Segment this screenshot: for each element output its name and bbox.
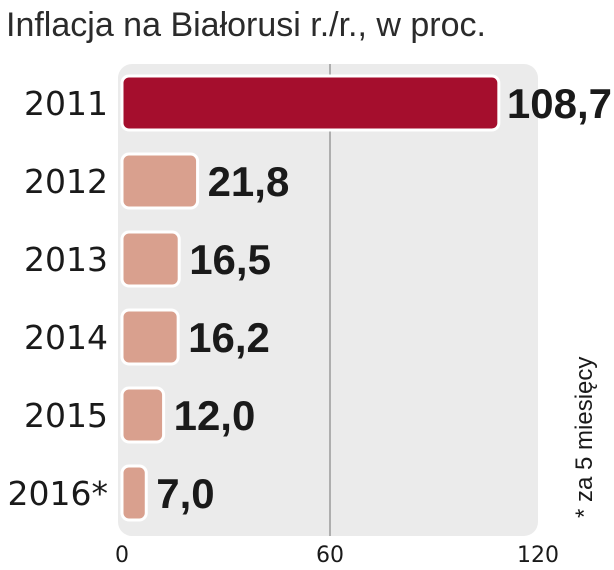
value-label: 12,0: [174, 392, 256, 439]
x-tick-label: 0: [115, 543, 129, 568]
bars-group: [120, 74, 501, 522]
bar-2011: [120, 74, 501, 132]
bar-2015: [120, 386, 166, 444]
category-label: 2015: [24, 396, 108, 435]
plot-background: [118, 64, 538, 536]
category-label: 2016*: [8, 474, 108, 513]
x-axis-ticks: 0 60 120: [115, 543, 559, 568]
x-tick-label: 120: [517, 543, 559, 568]
value-labels: 108,7 21,8 16,5 16,2 12,0 7,0: [156, 80, 612, 517]
footnote: * za 5 miesięcy: [571, 357, 598, 518]
category-label: 2011: [24, 84, 108, 123]
x-tick-label: 60: [316, 543, 344, 568]
value-label: 108,7: [507, 80, 612, 127]
category-label: 2012: [24, 162, 108, 201]
bar-2016: [120, 464, 148, 522]
value-label: 16,5: [189, 236, 271, 283]
bar-2014: [120, 308, 180, 366]
category-label: 2014: [24, 318, 108, 357]
value-label: 16,2: [188, 314, 270, 361]
bar-2013: [120, 230, 181, 288]
value-label: 7,0: [156, 470, 214, 517]
value-label: 21,8: [208, 158, 290, 205]
category-labels: 2011 2012 2013 2014 2015 2016*: [8, 84, 108, 513]
category-label: 2013: [24, 240, 108, 279]
chart-title: Inflacja na Białorusi r./r., w proc.: [6, 6, 486, 44]
bar-2012: [120, 152, 200, 210]
